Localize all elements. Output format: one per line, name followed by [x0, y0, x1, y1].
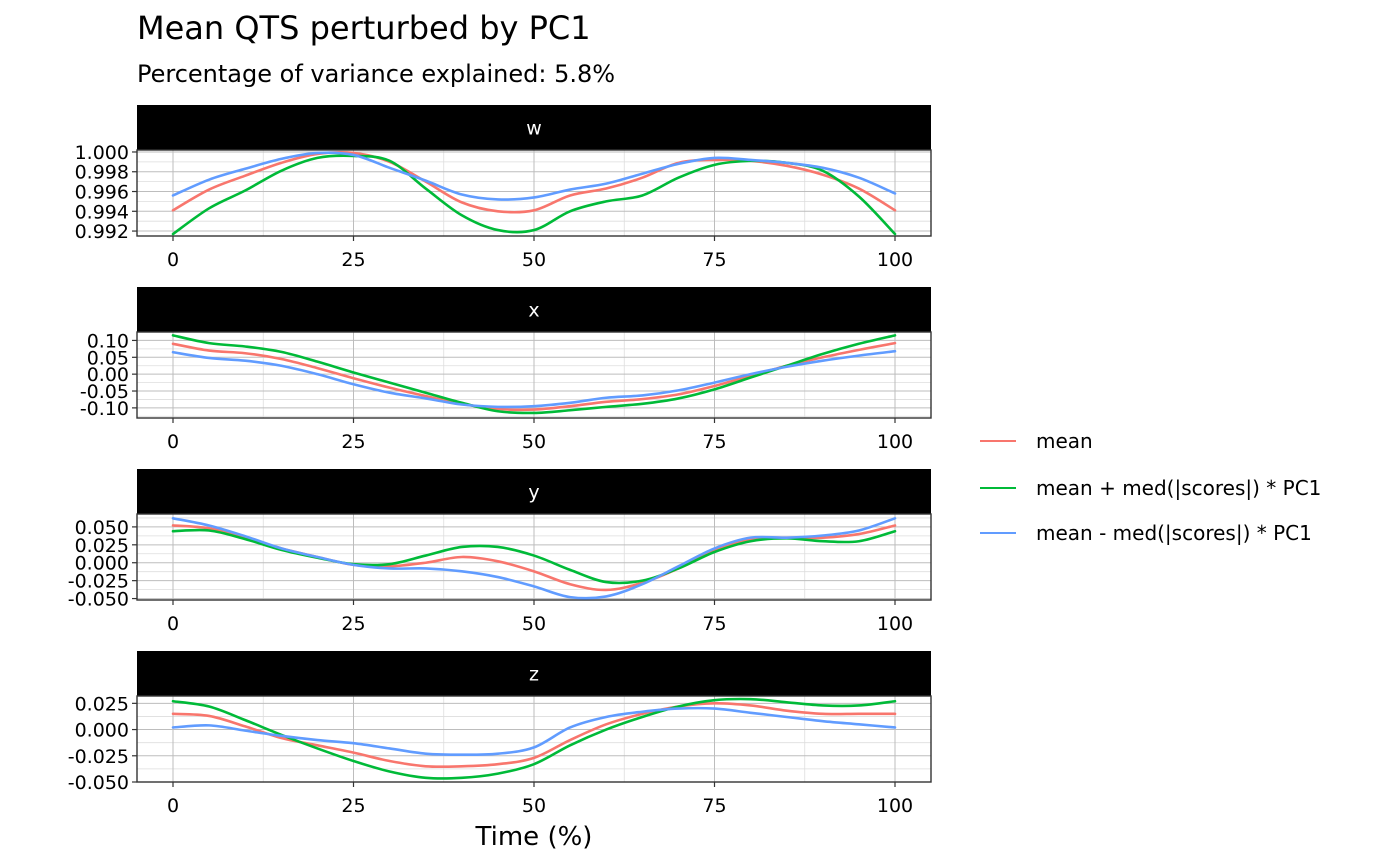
- y-tick-label: 0.000: [75, 720, 129, 742]
- strip-x: [137, 287, 931, 332]
- x-tick-label: 100: [877, 795, 913, 817]
- x-tick-label: 75: [702, 431, 726, 453]
- y-tick-label: 0.994: [75, 201, 129, 223]
- series-line-x-mean-minus: [171, 349, 897, 409]
- y-tick-label: 0.996: [75, 182, 129, 204]
- y-tick-label: -0.05: [80, 381, 129, 403]
- x-tick-label: 50: [522, 795, 546, 817]
- x-tick-label: 25: [341, 249, 365, 271]
- x-axis-label: Time (%): [475, 822, 593, 852]
- y-tick-label: 0.992: [75, 221, 129, 243]
- strip-label-w: w: [526, 118, 542, 140]
- series-line-z-mean-minus: [171, 706, 897, 757]
- strip-label-x: x: [528, 300, 539, 322]
- series-line-y-mean-minus: [171, 517, 897, 600]
- x-tick-label: 0: [167, 613, 179, 635]
- y-tick-label: 0.025: [75, 535, 129, 557]
- y-tick-label: 0.998: [75, 162, 129, 184]
- x-tick-label: 25: [341, 795, 365, 817]
- x-tick-label: 100: [877, 249, 913, 271]
- y-tick-label: 0.025: [75, 693, 129, 715]
- x-tick-label: 50: [522, 249, 546, 271]
- y-tick-label: 0.000: [75, 553, 129, 575]
- x-tick-label: 0: [167, 795, 179, 817]
- strip-w: [137, 105, 931, 150]
- x-tick-label: 50: [522, 431, 546, 453]
- x-tick-label: 100: [877, 613, 913, 635]
- x-tick-label: 100: [877, 431, 913, 453]
- y-tick-label: -0.025: [68, 746, 129, 768]
- y-tick-label: 0.05: [87, 347, 129, 369]
- panel-x: x -0.10-0.050.000.050.10 0 25 50 75 100: [80, 287, 932, 453]
- y-tick-label: -0.050: [68, 589, 129, 611]
- y-tick-label: -0.050: [68, 772, 129, 794]
- y-tick-label: 0.10: [87, 330, 129, 352]
- x-tick-label: 0: [167, 249, 179, 271]
- strip-label-z: z: [529, 664, 539, 686]
- strip-y: [137, 469, 931, 514]
- y-tick-label: 1.000: [75, 142, 129, 164]
- series-line-z-mean: [171, 702, 897, 769]
- legend-key-mean-minus: [980, 532, 1016, 534]
- x-tick-label: 0: [167, 431, 179, 453]
- y-tick-label: -0.025: [68, 571, 129, 593]
- legend-label-mean-plus: mean + med(|scores|) * PC1: [1036, 476, 1322, 500]
- y-tick-label: 0.050: [75, 517, 129, 539]
- strip-z: [137, 651, 931, 696]
- series-line-z-mean-plus: [171, 697, 897, 780]
- x-tick-label: 25: [341, 613, 365, 635]
- panel-z: z -0.050 -0.025 0.000 0.025 0 25 50 75 100: [68, 651, 932, 817]
- y-tick-label: -0.10: [80, 398, 129, 420]
- legend-label-mean: mean: [1036, 429, 1093, 453]
- series-line-w-mean: [171, 150, 897, 214]
- y-tick-label: 0.00: [87, 364, 129, 386]
- legend-label-mean-minus: mean - med(|scores|) * PC1: [1036, 521, 1312, 545]
- strip-label-y: y: [528, 482, 539, 504]
- series-line-w-mean-minus: [171, 151, 897, 201]
- x-tick-label: 75: [702, 795, 726, 817]
- chart-title: Mean QTS perturbed by PC1: [137, 9, 591, 47]
- x-tick-label: 25: [341, 431, 365, 453]
- x-tick-label: 75: [702, 249, 726, 271]
- legend-key-mean: [980, 440, 1016, 442]
- legend-key-mean-plus: [980, 487, 1016, 489]
- x-tick-label: 75: [702, 613, 726, 635]
- x-tick-label: 50: [522, 613, 546, 635]
- chart-subtitle: Percentage of variance explained: 5.8%: [137, 60, 616, 88]
